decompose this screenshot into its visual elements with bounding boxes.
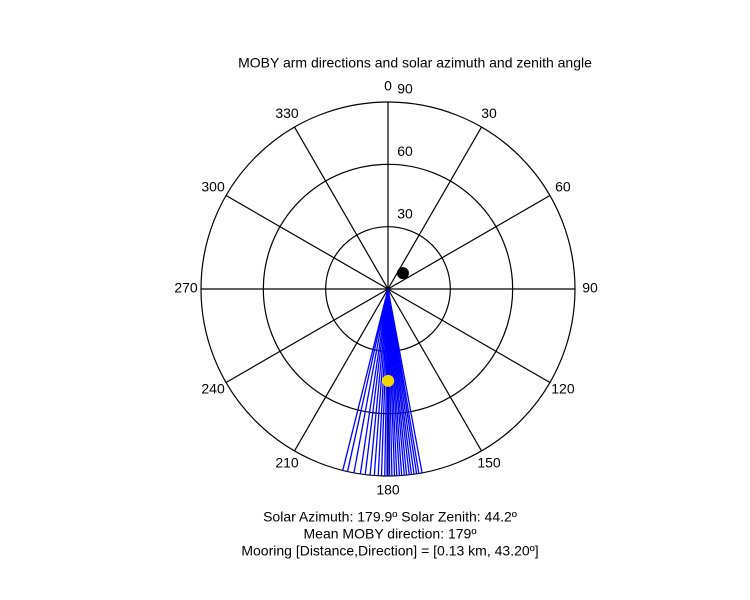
grid-spoke xyxy=(387,288,551,384)
theta-tick-label: 120 xyxy=(551,381,575,397)
theta-tick-label: 90 xyxy=(582,280,598,296)
r-tick-label: 90 xyxy=(397,81,413,97)
grid-spoke xyxy=(225,288,389,384)
mooring-position xyxy=(396,267,409,280)
theta-tick-label: 330 xyxy=(275,105,299,121)
theta-tick-label: 0 xyxy=(384,78,392,94)
grid-spoke xyxy=(225,194,389,290)
grid-spoke xyxy=(387,126,483,290)
theta-tick-label: 30 xyxy=(481,105,497,121)
arm-direction xyxy=(373,288,389,476)
sun-position xyxy=(382,374,395,387)
arm-direction xyxy=(369,288,389,476)
annotation: Mooring [Distance,Direction] = [0.13 km,… xyxy=(241,543,538,559)
theta-tick-label: 210 xyxy=(275,455,299,471)
grid-spoke xyxy=(293,126,389,290)
theta-tick-label: 180 xyxy=(376,482,400,498)
r-tick-label: 30 xyxy=(397,205,413,221)
grid-spoke xyxy=(387,288,483,452)
theta-tick-label: 150 xyxy=(477,455,501,471)
arm-direction xyxy=(353,288,389,473)
theta-tick-label: 240 xyxy=(201,381,225,397)
annotation: Mean MOBY direction: 179º xyxy=(304,526,477,542)
arm-direction xyxy=(346,288,389,472)
grid-spoke xyxy=(293,288,389,452)
arm-direction xyxy=(342,288,389,471)
arm-direction xyxy=(364,288,389,475)
chart-title: MOBY arm directions and solar azimuth an… xyxy=(238,55,592,71)
grid-spoke xyxy=(387,194,551,290)
annotation: Solar Azimuth: 179.9º Solar Zenith: 44.2… xyxy=(263,509,517,525)
arm-direction xyxy=(359,288,389,475)
theta-tick-label: 300 xyxy=(201,179,225,195)
theta-tick-label: 60 xyxy=(555,179,571,195)
r-tick-label: 60 xyxy=(397,143,413,159)
theta-tick-label: 270 xyxy=(174,280,198,296)
